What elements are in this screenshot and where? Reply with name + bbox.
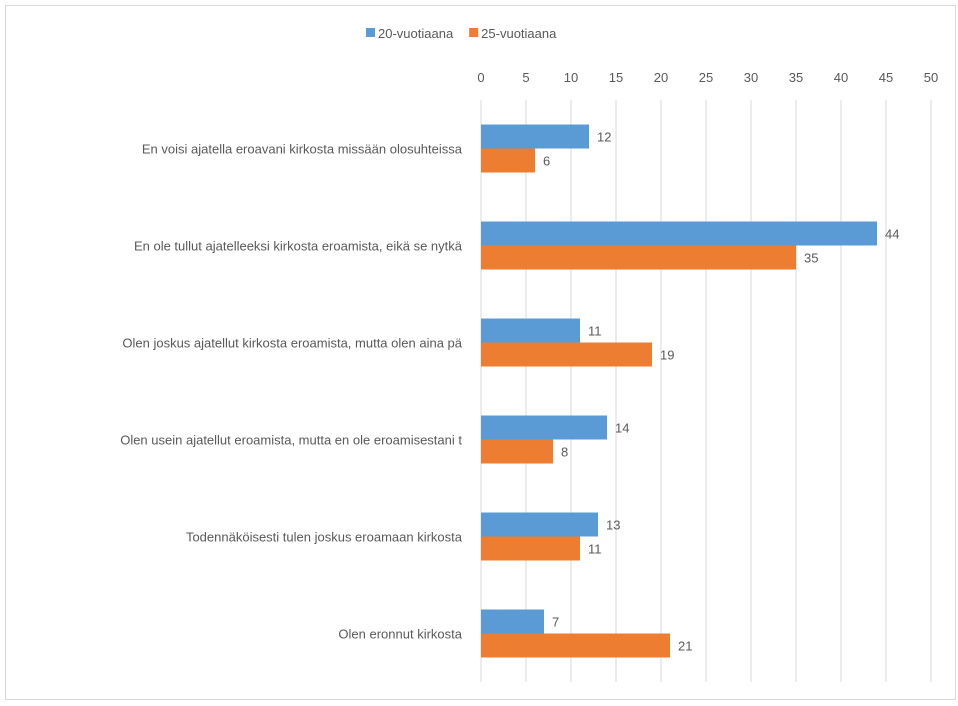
bar-series-2	[481, 148, 535, 173]
data-label: 19	[660, 348, 674, 363]
bar-series-1	[481, 318, 580, 343]
category-label: Olen eronnut kirkosta	[338, 627, 462, 642]
bar-series-1	[481, 415, 607, 440]
x-tick-label: 15	[609, 70, 623, 85]
data-label: 35	[804, 251, 818, 266]
data-label: 8	[561, 445, 568, 460]
x-tick-label: 30	[744, 70, 758, 85]
bars	[481, 124, 877, 658]
data-label: 11	[588, 324, 602, 339]
data-label: 6	[543, 154, 550, 169]
data-label: 7	[552, 615, 559, 630]
data-label: 21	[678, 639, 692, 654]
legend: 20-vuotiaana 25-vuotiaana	[366, 26, 557, 41]
x-tick-label: 50	[924, 70, 938, 85]
x-tick-label: 45	[879, 70, 893, 85]
bar-series-2	[481, 439, 553, 464]
category-labels: En voisi ajatella eroavani kirkosta miss…	[120, 142, 463, 642]
data-labels: 12 6 44 35 11 19 14 8 13 11 7 21	[543, 130, 899, 654]
category-label: En ole tullut ajatelleeksi kirkosta eroa…	[134, 239, 463, 254]
data-label: 14	[615, 421, 629, 436]
bar-series-1	[481, 124, 589, 149]
category-label: En voisi ajatella eroavani kirkosta miss…	[142, 142, 463, 157]
x-tick-label: 5	[522, 70, 529, 85]
x-tick-label: 35	[789, 70, 803, 85]
gridlines	[480, 100, 932, 682]
bar-series-2	[481, 342, 652, 367]
x-tick-label: 0	[477, 70, 484, 85]
legend-label: 20-vuotiaana	[378, 26, 454, 41]
data-label: 13	[606, 518, 620, 533]
x-tick-label: 40	[834, 70, 848, 85]
x-tick-label: 20	[654, 70, 668, 85]
category-label: Olen joskus ajatellut kirkosta eroamista…	[122, 336, 462, 351]
data-label: 12	[597, 130, 611, 145]
bar-series-2	[481, 633, 670, 658]
bar-series-1	[481, 221, 877, 246]
data-label: 11	[588, 542, 602, 557]
bar-series-1	[481, 512, 598, 537]
data-label: 44	[885, 227, 899, 242]
category-label: Todennäköisesti tulen joskus eroamaan ki…	[186, 530, 463, 545]
bar-series-2	[481, 536, 580, 561]
x-tick-label: 25	[699, 70, 713, 85]
x-tick-label: 10	[564, 70, 578, 85]
legend-label: 25-vuotiaana	[481, 26, 557, 41]
category-label: Olen usein ajatellut eroamista, mutta en…	[120, 433, 462, 448]
x-axis-ticks: 0 5 10 15 20 25 30 35 40 45 50	[477, 70, 938, 85]
legend-swatch	[469, 28, 479, 37]
legend-swatch	[366, 28, 375, 37]
bar-series-2	[481, 245, 796, 270]
bar-series-1	[481, 609, 544, 634]
